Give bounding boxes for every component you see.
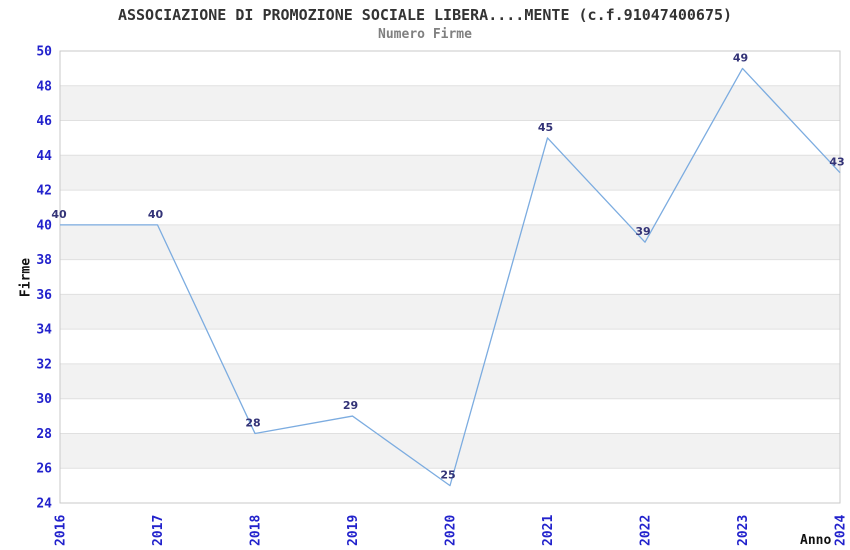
plot-band: [60, 398, 840, 434]
plot-band: [60, 155, 840, 191]
y-tick-label: 44: [36, 149, 52, 164]
x-tick-label: 2020: [444, 515, 459, 546]
y-tick-label: 50: [36, 45, 52, 60]
y-tick-label: 24: [36, 497, 52, 512]
y-tick-label: 26: [36, 462, 52, 477]
data-point-label: 49: [733, 51, 748, 64]
y-tick-label: 38: [36, 253, 52, 268]
y-tick-label: 40: [36, 218, 52, 233]
data-point-label: 40: [51, 208, 67, 221]
plot-border: [59, 50, 841, 504]
data-point-label: 29: [343, 399, 358, 412]
data-point-label: 28: [245, 416, 260, 429]
plot-band: [60, 294, 840, 330]
plot-band: [60, 190, 840, 225]
plot-band: [60, 433, 840, 469]
y-tick-label: 36: [36, 288, 52, 303]
y-tick-label: 46: [36, 114, 52, 129]
x-tick-label: 2022: [639, 515, 654, 546]
y-tick-label: 28: [36, 427, 52, 442]
x-axis-title: Anno: [800, 533, 832, 548]
chart-title: ASSOCIAZIONE DI PROMOZIONE SOCIALE LIBER…: [117, 6, 733, 24]
plot-band: [60, 85, 840, 121]
y-tick-label: 48: [36, 79, 52, 94]
x-tick-label: 2018: [249, 515, 264, 546]
y-tick-label: 34: [36, 323, 52, 338]
chart-subtitle: Numero Firme: [378, 27, 472, 42]
plot-band: [60, 259, 840, 295]
x-tick-label: 2024: [834, 515, 849, 546]
plot-band: [60, 363, 840, 399]
data-point-label: 43: [829, 156, 844, 169]
x-tick-label: 2023: [736, 515, 751, 546]
plot-band: [60, 51, 840, 86]
plot-band: [60, 329, 840, 364]
data-line: [60, 67, 841, 487]
x-tick-label: 2019: [346, 515, 361, 546]
x-tick-label: 2016: [54, 515, 69, 546]
y-tick-label: 30: [36, 392, 52, 407]
plot-band: [60, 120, 840, 156]
plot-band: [60, 224, 840, 260]
data-point-label: 45: [538, 121, 553, 134]
data-point-label: 40: [148, 208, 164, 221]
data-point-label: 25: [440, 469, 455, 482]
y-tick-label: 42: [36, 184, 52, 199]
y-tick-label: 32: [36, 357, 52, 372]
data-point-label: 39: [635, 225, 650, 238]
x-tick-label: 2017: [151, 515, 166, 546]
x-tick-label: 2021: [541, 515, 556, 546]
